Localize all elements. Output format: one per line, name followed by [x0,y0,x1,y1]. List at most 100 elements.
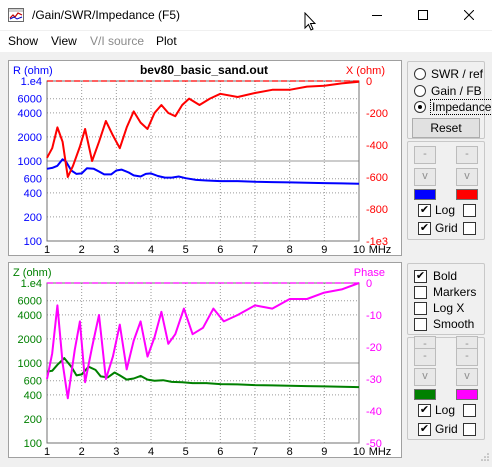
left-grid-checkbox[interactable]: ✔ [418,222,431,235]
menu-show[interactable]: Show [8,34,39,48]
right-axis-label: Phase [354,267,385,279]
grid-label-2: Grid [435,422,458,436]
radio-impedance-label: Impedance [429,99,492,115]
left-tick-label: 6000 [18,94,42,106]
left-log-checkbox-2[interactable]: ✔ [418,404,431,417]
left-tick-label: 1000 [18,156,42,168]
window-title: /Gain/SWR/Impedance (F5) [32,8,181,22]
bold-checkbox[interactable]: ✔ [414,270,427,283]
left-grid-checkbox-2[interactable]: ✔ [418,423,431,436]
log-label-2: Log [435,403,456,417]
close-icon [464,10,474,20]
maximize-icon [418,10,428,20]
title-bar[interactable]: /Gain/SWR/Impedance (F5) [0,0,492,31]
left-tick-label: 6000 [18,296,42,308]
right-tick-label: -10 [366,310,382,322]
reset-button[interactable]: Reset [412,118,480,138]
right-axis-down-button[interactable]: v [456,168,478,186]
left-axis-label: Z (ohm) [13,267,52,279]
right-log-checkbox[interactable] [463,204,476,217]
right-tick-label: -600 [366,172,388,184]
x-tick-label: 6 [217,446,223,457]
mouse-pointer-icon [304,11,317,34]
phase-series-color-swatch[interactable] [456,389,478,400]
impedance-zphase-plot[interactable]: 1.e4 6000 4000 2000 1000 600 400 200 100 0 -10 -20-… [8,262,402,458]
bottom-axis-controls: - - - - v v ✔ Log ✔ Grid [407,336,485,440]
right-tick-label: -40 [366,406,382,418]
left-axis-up-button[interactable]: - [414,146,436,164]
x-tick-label: 1 [44,446,50,457]
left-tick-label: 400 [24,390,42,402]
left-tick-label: 100 [24,236,42,248]
left-axis-down-button-2[interactable]: v [414,368,436,386]
plot-mode-group: SWR / ref Gain / FB Impedance Reset [407,61,492,139]
x-tick-label: 10 [353,244,365,255]
markers-checkbox[interactable] [414,286,427,299]
left-tick-label: 1.e4 [21,76,42,88]
right-log-checkbox-2[interactable] [463,404,476,417]
chart-app-icon [8,8,24,22]
left-log-checkbox[interactable]: ✔ [418,204,431,217]
series-line-Phase [46,282,360,400]
right-axis-up-button[interactable]: - [456,146,478,164]
menu-vi-source[interactable]: V/I source [90,34,145,48]
left-tick-label: 1.e4 [21,278,42,290]
left-axis-middle-button-2[interactable]: - [414,348,436,366]
zphase-chart-svg: 1.e460004000200010006004002001000-10-20-… [13,267,392,457]
left-tick-label: 400 [24,188,42,200]
left-tick-label: 4000 [18,108,42,120]
right-tick-label: -800 [366,204,388,216]
display-options-group: ✔ Bold Markers Log X Smooth [407,263,485,335]
x-tick-label: 6 [217,244,223,255]
x-tick-label: 2 [79,244,85,255]
x-tick-label: 8 [287,446,293,457]
close-button[interactable] [446,0,492,31]
left-tick-label: 4000 [18,310,42,322]
left-axis-down-button[interactable]: v [414,168,436,186]
top-axis-controls: - - v v ✔ Log ✔ Grid [407,141,485,240]
minimize-button[interactable] [354,0,400,31]
right-grid-checkbox-2[interactable] [463,423,476,436]
radio-gain-fb-circle[interactable] [414,85,426,97]
maximize-button[interactable] [400,0,446,31]
menu-view[interactable]: View [51,34,77,48]
menu-plot[interactable]: Plot [156,34,177,48]
right-tick-label: 0 [366,278,372,290]
x-tick-label: 4 [148,244,154,255]
x-axis-unit-label: MHz [369,446,392,457]
left-tick-label: 1000 [18,358,42,370]
markers-label: Markers [433,285,477,299]
resize-grip-icon[interactable] [480,451,490,465]
left-tick-label: 2000 [18,132,42,144]
right-tick-label: -50 [366,438,382,450]
minimize-icon [372,15,382,16]
smooth-checkbox[interactable] [414,318,427,331]
r-series-color-swatch[interactable] [414,189,436,200]
chart-title: bev80_basic_sand.out [140,63,268,77]
x-tick-label: 4 [148,446,154,457]
radio-impedance-circle[interactable] [414,101,426,113]
rx-chart-svg: 1.e460004000200010006004002001000-200-40… [13,63,391,255]
right-axis-down-button-2[interactable]: v [456,368,478,386]
menu-bar: Show View V/I source Plot [0,31,492,52]
x-tick-label: 7 [252,446,258,457]
bold-label: Bold [433,269,458,283]
left-tick-label: 200 [24,212,42,224]
x-tick-label: 3 [113,244,119,255]
logx-checkbox[interactable] [414,302,427,315]
left-axis-label: R (ohm) [13,65,53,77]
series-line-Z (ohm) [46,357,360,389]
right-axis-middle-button-2[interactable]: - [456,348,478,366]
left-tick-label: 2000 [18,334,42,346]
left-tick-label: 100 [24,438,42,450]
right-tick-label: -20 [366,342,382,354]
radio-swr-ref-circle[interactable] [414,68,426,80]
right-grid-checkbox[interactable] [463,222,476,235]
left-tick-label: 600 [24,174,42,186]
x-tick-label: 5 [183,244,189,255]
x-tick-label: 9 [321,446,327,457]
impedance-rx-plot[interactable]: 1.e4 6000 4000 2000 1000 600 400 200 100 0 -200 -40… [8,60,402,256]
z-series-color-swatch[interactable] [414,389,436,400]
x-tick-label: 2 [79,446,85,457]
x-series-color-swatch[interactable] [456,189,478,200]
